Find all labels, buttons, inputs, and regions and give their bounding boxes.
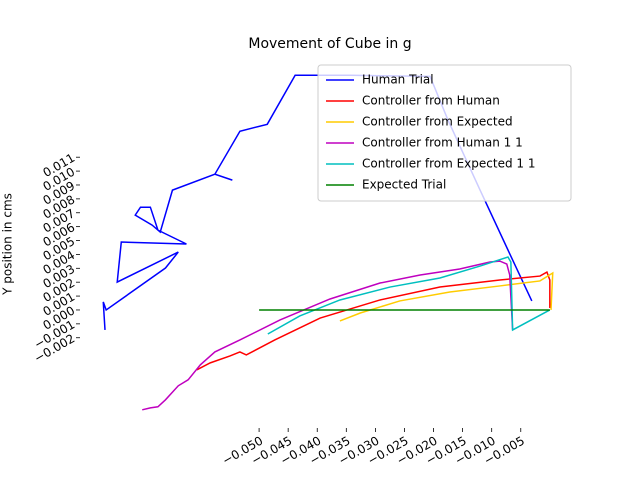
series-line [267,256,551,335]
y-axis-label: Y position in cms [1,193,15,296]
legend-label: Controller from Expected [362,115,513,129]
legend: Human Trial Controller from Human Controll… [317,64,572,202]
series-line [339,271,554,322]
legend-label: Controller from Human [362,94,500,108]
legend-label: Controller from Human 1 1 [362,136,523,150]
legend-label: Expected Trial [362,178,446,192]
legend-label: Controller from Expected 1 1 [362,157,535,171]
legend-box [317,64,572,202]
series-line [142,260,514,411]
series-line [196,270,551,371]
chart-title: Movement of Cube in g [248,36,411,52]
legend-label: Human Trial [362,73,434,87]
